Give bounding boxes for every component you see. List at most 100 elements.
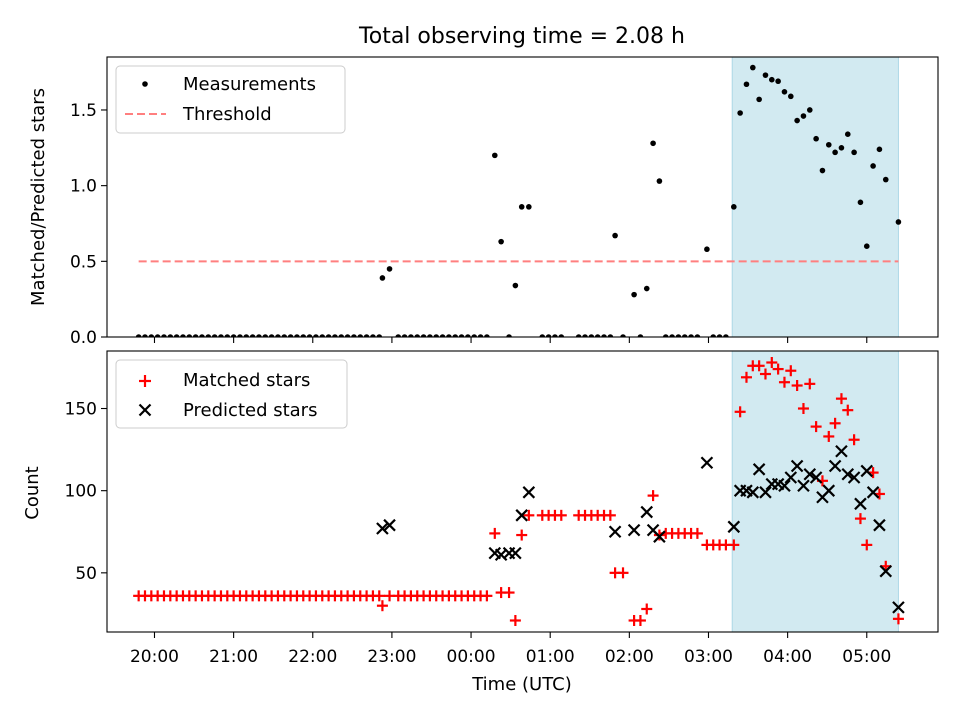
measurements-point [357,334,364,337]
y-tick-label: 100 [65,482,97,502]
predicted-stars-point [522,486,536,499]
x-tick-label: 05:00 [842,647,891,667]
measurements-point [688,334,694,337]
y-axis-label: Count [22,466,43,519]
measurements-point [506,334,512,337]
measurements-point [180,334,186,337]
measurements-point [723,334,729,337]
measurements-point [612,232,618,239]
matched-stars-point [785,365,797,377]
measurements-point [135,334,142,337]
measurements-point [351,334,357,337]
predicted-stars-point [866,486,880,499]
predicted-stars-point [778,479,791,493]
measurements-point [281,334,288,337]
measurements-point [716,334,723,337]
measurements-point [338,334,345,337]
predicted-stars-point [383,518,396,532]
measurements-point [851,149,857,156]
measurements-point [313,334,319,337]
x-stroke [509,546,522,560]
matched-stars-point [734,406,746,418]
predicted-stars-point [841,467,855,481]
matched-stars-point [523,509,535,521]
x-tick-label: 21:00 [209,647,258,667]
predicted-stars-point [873,518,886,532]
matched-stars-point [810,421,822,433]
legend-box [115,359,348,429]
measurements-point [433,334,440,337]
predicted-stars-point [627,523,641,537]
matched-stars-point [766,357,778,369]
x-stroke [759,486,772,499]
measurements-point [704,246,710,253]
measurements-point [218,334,224,337]
measurements-point [230,334,237,337]
measurements-point [876,146,883,153]
matched-stars-point [772,363,784,375]
x-stroke [784,471,798,484]
measurements-point [882,176,889,183]
matched-stars-point [617,567,629,579]
x-stroke [700,456,714,470]
predicted-stars-point [847,471,861,484]
predicted-stars-point [854,497,867,511]
predicted-stars-point [828,459,842,473]
x-axis-ticks: 20:00 21:00 22:00 23:00 00:00 01:00 02:00 03:00… [130,632,891,667]
x-stroke [740,484,753,497]
measurements-point [161,334,167,337]
measurements-point [737,110,743,116]
measurements-point [582,334,588,337]
legend-label-threshold: Threshold [182,104,272,125]
matched-stars-point [481,590,493,602]
matched-stars-point [759,368,771,380]
count-panel: 50 100 150 20:00 21:00 22:00 23:00 00:00 01:00 0… [22,350,939,695]
legend-marker-measurements [142,81,148,87]
x-stroke [822,484,836,497]
measurements-point [637,334,644,337]
measurements-point [643,285,650,292]
y-axis-label: Matched/Predicted stars [28,88,49,306]
measurements-point [446,334,452,337]
measurements-point [694,334,701,337]
measurements-point [148,334,155,337]
matched-stars-point [376,600,388,612]
x-stroke [646,523,660,537]
measurements-point [243,334,250,337]
matched-stars-point [892,613,904,625]
measurements-point [819,167,826,174]
x-axis-ticks [153,337,868,343]
x-stroke [879,564,893,578]
ratio-panel: 0.0 0.5 1.0 1.5 Matched/Predicted stars Mea… [28,56,939,348]
measurements-point [379,275,386,281]
predicted-stars-point [746,486,760,499]
measurements-point [237,334,243,337]
measurements-point [256,334,262,337]
measurements-point [731,204,737,210]
measurements-point [401,334,408,337]
x-stroke [873,518,886,532]
predicted-stars-point [860,464,874,478]
measurements-point [439,334,446,337]
legend-label-measurements: Measurements [183,74,316,95]
matched-stars-point [503,587,515,599]
legend-label-predicted: Predicted stars [183,400,317,421]
x-stroke [653,530,666,543]
x-stroke [752,463,766,476]
measurements-point [656,178,663,184]
measurements-point [769,76,775,83]
measurements-point [895,219,902,225]
measurements-point [332,334,338,337]
matched-stars-point [691,527,703,539]
measurements-point [268,334,275,337]
measurements-point [319,334,326,337]
measurements-point [539,334,546,337]
x-stroke [383,518,396,532]
measurements-point [607,334,614,337]
x-stroke [778,479,791,493]
y-tick-label: 1.5 [70,101,97,121]
measurements-point [832,149,838,156]
matched-stars-point [829,417,841,429]
legend-marker-predicted [138,403,152,417]
predicted-stars-point [809,471,823,484]
